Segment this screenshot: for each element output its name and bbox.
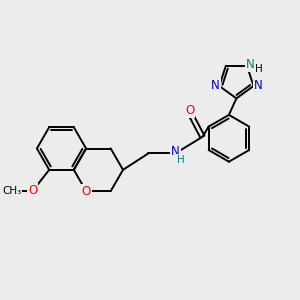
Text: O: O — [28, 184, 37, 197]
Text: N: N — [171, 145, 180, 158]
Text: N: N — [246, 58, 254, 71]
Text: CH₃: CH₃ — [2, 186, 21, 196]
Text: O: O — [185, 103, 194, 117]
Text: H: H — [254, 64, 262, 74]
Text: H: H — [177, 155, 184, 165]
Text: O: O — [82, 184, 91, 198]
Text: N: N — [211, 79, 220, 92]
Text: N: N — [254, 79, 262, 92]
